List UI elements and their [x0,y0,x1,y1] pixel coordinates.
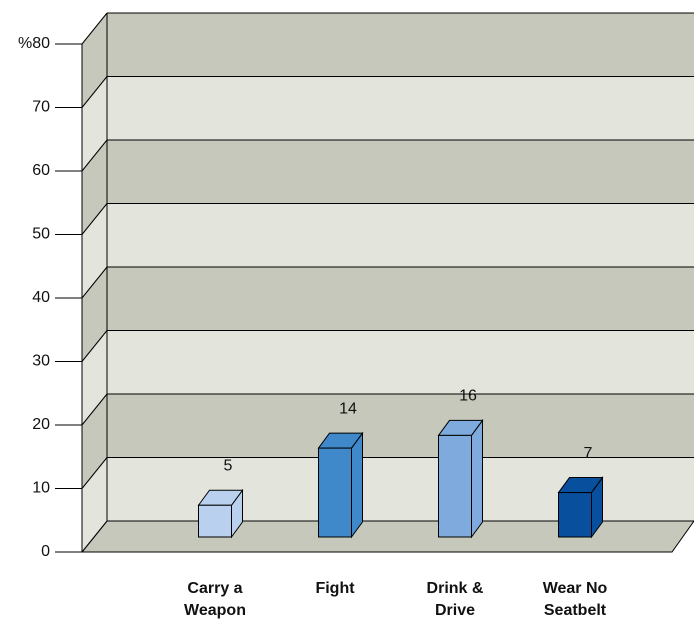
back-wall-band [107,394,694,458]
back-wall-band [107,330,694,394]
y-tick-label: 30 [32,353,50,370]
x-tick-label: Carry a Weapon [184,580,246,619]
x-tick-label: Fight [315,580,355,597]
back-wall-band [107,76,694,140]
grid-line [81,457,108,489]
bar [438,434,472,538]
x-tick-label: Drink & Drive [426,580,484,619]
grid-line [81,139,108,172]
x-tick-label: Wear No Seatbelt [542,580,608,619]
bar-side [471,418,483,539]
grid-line [81,330,108,362]
y-tick-label: 60 [32,162,50,179]
grid-line [81,266,108,299]
grid-line [81,203,108,235]
back-wall-band [107,203,694,267]
value-label: 7 [584,445,593,462]
y-tick-label: 10 [32,480,50,497]
back-wall-band [107,267,694,331]
back-wall-band [107,13,694,77]
y-tick-label: 70 [32,99,50,116]
value-label: 14 [339,400,357,417]
back-wall-band [107,140,694,204]
grid-line [81,12,108,45]
bar-side [351,431,363,539]
grid-line [81,520,108,553]
value-label: 5 [224,457,233,474]
back-wall-band [107,457,694,521]
bar [198,504,232,538]
floor [80,520,694,553]
y-tick-label: %80 [18,35,50,52]
y-tick-label: 40 [32,289,50,306]
y-tick-label: 50 [32,226,50,243]
grid-line [81,393,108,426]
bar [558,492,592,538]
grid-line [81,76,108,108]
y-tick-label: 0 [41,543,50,560]
bar [318,447,352,538]
value-label: 16 [459,388,477,405]
y-tick-label: 20 [32,416,50,433]
